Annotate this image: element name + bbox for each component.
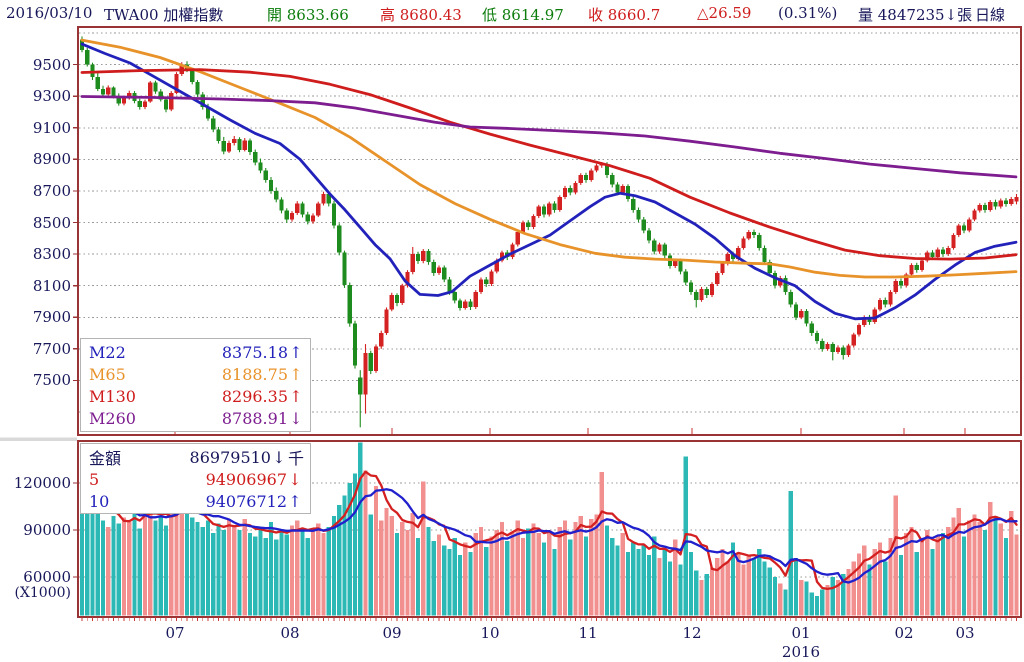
- ma130-trend-arrow-icon: ↑: [289, 386, 303, 406]
- price-axis-tick-label: 8100: [32, 276, 71, 295]
- volume-axis-tick-label: 120000: [13, 474, 71, 492]
- header-period-selector[interactable]: 日線: [975, 6, 1006, 24]
- x-axis-month-label: 11: [578, 624, 598, 642]
- ma-legend-row-m130: M130 8296.35 ↑: [89, 385, 304, 407]
- x-axis-month-label: 10: [480, 624, 500, 642]
- header-symbol: TWA00 加權指數: [104, 6, 224, 24]
- header-high: 高 8680.43: [380, 6, 462, 24]
- x-axis-month-label: 01: [791, 624, 811, 642]
- price-axis-tick-label: 7500: [32, 371, 71, 390]
- ma260-label: M260: [89, 408, 136, 428]
- volume-legend: 金額 86979510 ↓ 千 5 94906967 ↓ 10 94076712…: [80, 443, 311, 514]
- ma130-value: 8296.35: [221, 386, 288, 406]
- vol-ma5-label: 5: [89, 469, 100, 489]
- ma-legend-row-m22: M22 8375.18 ↑: [89, 341, 304, 363]
- header-change-pct: (0.31%): [778, 4, 838, 22]
- amount-trend-arrow-icon: ↓: [272, 447, 286, 467]
- ma-legend: M22 8375.18 ↑ M65 8188.75 ↑ M130 8296.35…: [80, 338, 311, 432]
- ma65-value: 8188.75: [221, 364, 288, 384]
- ma65-trend-arrow-icon: ↑: [289, 364, 303, 384]
- vol-ma10-trend-arrow-icon: ↑: [288, 491, 302, 511]
- header-change: △26.59: [697, 4, 752, 22]
- vol-ma5-value: 94906967: [205, 469, 287, 489]
- price-axis-tick-label: 8300: [32, 245, 71, 264]
- ma260-trend-arrow-icon: ↓: [289, 408, 303, 428]
- header-close: 收 8660.7: [588, 6, 661, 24]
- ma22-trend-arrow-icon: ↑: [289, 342, 303, 362]
- vol-ma10-value: 94076712: [205, 491, 287, 511]
- ma22-label: M22: [89, 342, 126, 362]
- x-axis-month-label: 12: [682, 624, 702, 642]
- header-open: 開 8633.66: [267, 6, 349, 24]
- price-axis-tick-label: 8500: [32, 213, 71, 232]
- volume-axis-tick-label: 60000: [23, 568, 71, 586]
- ma-legend-row-m65: M65 8188.75 ↑: [89, 363, 304, 385]
- header-low: 低 8614.97: [482, 6, 564, 24]
- volume-axis-tick-label: 90000: [23, 521, 71, 539]
- x-axis-month-label: 08: [280, 624, 300, 642]
- price-axis-tick-label: 9100: [32, 118, 71, 137]
- price-axis-tick-label: 9500: [32, 55, 71, 74]
- vol-ma5-trend-arrow-icon: ↓: [288, 469, 302, 489]
- amount-value: 86979510: [189, 447, 271, 467]
- amount-label: 金額: [89, 449, 122, 468]
- volume-legend-row-amount: 金額 86979510 ↓ 千: [89, 446, 304, 469]
- price-axis-tick-label: 8900: [32, 150, 71, 169]
- ma260-value: 8788.91: [221, 408, 288, 428]
- ma130-label: M130: [89, 386, 136, 406]
- header-volume: 量 4847235↓張: [858, 6, 973, 24]
- volume-legend-row-ma5: 5 94906967 ↓: [89, 468, 304, 490]
- amount-unit: 千: [287, 449, 304, 468]
- x-axis-month-label: 09: [382, 624, 402, 642]
- header-date: 2016/03/10: [6, 4, 93, 22]
- price-axis-tick-label: 8700: [32, 181, 71, 200]
- volume-legend-row-ma10: 10 94076712 ↑: [89, 490, 304, 512]
- x-axis-month-label: 02: [894, 624, 914, 642]
- volume-axis-unit-label: (X1000): [14, 585, 71, 601]
- ma-legend-row-m260: M260 8788.91 ↓: [89, 407, 304, 429]
- ma22-value: 8375.18: [221, 342, 288, 362]
- price-axis-tick-label: 7700: [32, 339, 71, 358]
- vol-ma10-label: 10: [89, 491, 110, 511]
- x-axis-year-label: 2016: [781, 643, 821, 661]
- x-axis-month-label: 07: [165, 624, 185, 642]
- price-axis-tick-label: 9300: [32, 87, 71, 106]
- x-axis-month-label: 03: [955, 624, 975, 642]
- ma65-label: M65: [89, 364, 126, 384]
- price-axis-tick-label: 7900: [32, 308, 71, 327]
